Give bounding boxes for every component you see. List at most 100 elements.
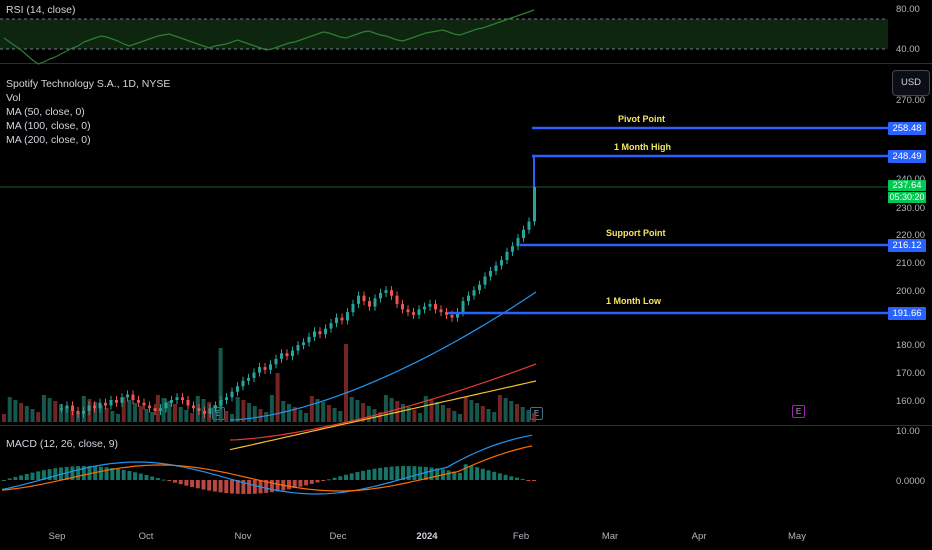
volume-bar [492, 412, 497, 422]
macd-histogram-bar [475, 467, 480, 480]
macd-histogram-bar [138, 473, 143, 480]
candle-body [500, 259, 503, 266]
candle-body [65, 405, 69, 409]
macd-histogram-bar [309, 480, 314, 484]
ma100-legend[interactable]: MA (100, close, 0) [6, 120, 91, 132]
macd-histogram-bar [389, 466, 394, 480]
last-price-tag: 237.64 [888, 180, 926, 191]
candle-body [164, 402, 168, 409]
volume-bar [463, 397, 468, 422]
volume-bar [458, 414, 462, 422]
volume-bar [304, 413, 309, 422]
candle-body [203, 410, 206, 414]
macd-tick-10: 10.00 [896, 426, 920, 437]
macd-histogram-bar [418, 466, 423, 480]
candle-body [351, 303, 355, 313]
macd-histogram-bar [13, 476, 18, 480]
volume-bar [440, 405, 445, 422]
macd-histogram-bar [395, 466, 400, 480]
price-tick: 270.00 [896, 95, 926, 106]
macd-histogram-bar [480, 468, 485, 480]
ma200-legend[interactable]: MA (200, close, 0) [6, 134, 91, 146]
candle-body [439, 309, 443, 313]
macd-histogram-bar [24, 473, 29, 480]
volume-bar [30, 409, 35, 422]
vol-legend[interactable]: Vol [6, 92, 21, 104]
volume-bar [378, 412, 383, 422]
volume-bar [7, 397, 12, 422]
chart-canvas[interactable] [0, 0, 888, 550]
volume-bar [138, 406, 143, 422]
date-axis[interactable]: Sep Oct Nov Dec 2024 Feb Mar Apr May [0, 525, 888, 550]
volume-bar [59, 404, 63, 422]
macd-histogram-bar [2, 480, 6, 481]
candle-body [478, 284, 481, 291]
date-tick: Mar [601, 531, 619, 542]
macd-histogram-bar [150, 476, 155, 480]
macd-histogram-bar [241, 480, 246, 494]
volume-bar [406, 407, 411, 422]
volume-bar [53, 401, 58, 422]
macd-histogram-bar [292, 480, 297, 489]
volume-bar [121, 397, 126, 422]
macd-histogram-bar [383, 467, 388, 480]
pane-separator[interactable] [0, 425, 932, 426]
month-high-label: 1 Month High [614, 142, 671, 152]
macd-histogram-bar [406, 466, 411, 480]
volume-bar [201, 399, 206, 422]
pane-separator[interactable] [0, 63, 932, 64]
candle-body [115, 400, 118, 403]
candle-body [197, 408, 201, 411]
macd-histogram-bar [372, 468, 377, 480]
volume-bar [309, 396, 314, 422]
candle-body [280, 353, 283, 359]
volume-bar [366, 406, 371, 422]
volume-bar [235, 397, 240, 422]
volume-bar [275, 373, 280, 422]
ma100-line [229, 363, 537, 441]
symbol-legend[interactable]: Spotify Technology S.A., 1D, NYSE [6, 78, 171, 90]
volume-bar [104, 408, 109, 422]
volume-bar [503, 398, 508, 422]
macd-histogram-bar [195, 480, 200, 489]
earnings-badge-upcoming[interactable]: E [792, 405, 805, 418]
candle-body [368, 301, 371, 307]
volume-bar [383, 395, 388, 422]
candle-body [175, 397, 179, 400]
support-price-tag: 216.12 [888, 239, 926, 252]
macd-histogram-bar [378, 467, 383, 480]
macd-histogram-bar [252, 480, 257, 494]
candle-body [225, 397, 228, 400]
volume-bar [150, 412, 155, 422]
currency-button[interactable]: USD [892, 70, 930, 96]
macd-histogram-bar [247, 480, 252, 494]
price-tick: 200.00 [896, 286, 926, 297]
macd-histogram-bar [315, 480, 320, 483]
macd-histogram-bar [355, 472, 360, 480]
macd-histogram-bar [361, 470, 366, 480]
macd-histogram-bar [41, 470, 46, 480]
candle-body [434, 303, 437, 310]
rsi-label: RSI (14, close) [6, 4, 76, 16]
price-tick: 210.00 [896, 258, 926, 269]
ma50-legend[interactable]: MA (50, close, 0) [6, 106, 85, 118]
earnings-badge[interactable]: E [530, 407, 543, 420]
candle-body [82, 410, 85, 414]
price-tick: 230.00 [896, 203, 926, 214]
rsi-band [0, 19, 888, 49]
month-low-price-tag: 191.66 [888, 307, 926, 320]
price-tick: 160.00 [896, 396, 926, 407]
volume-bar [520, 407, 525, 422]
candle-body [533, 186, 536, 222]
macd-histogram-bar [36, 471, 41, 480]
volume-bar [281, 401, 286, 422]
volume-bar [526, 410, 531, 422]
candle-body [456, 312, 459, 318]
macd-histogram-bar [218, 480, 223, 493]
macd-histogram-bar [184, 480, 189, 486]
volume-bar [264, 412, 269, 422]
candle-body [109, 400, 113, 406]
support-point-label: Support Point [606, 228, 666, 238]
candle-body [71, 405, 74, 411]
volume-bar [70, 410, 75, 422]
